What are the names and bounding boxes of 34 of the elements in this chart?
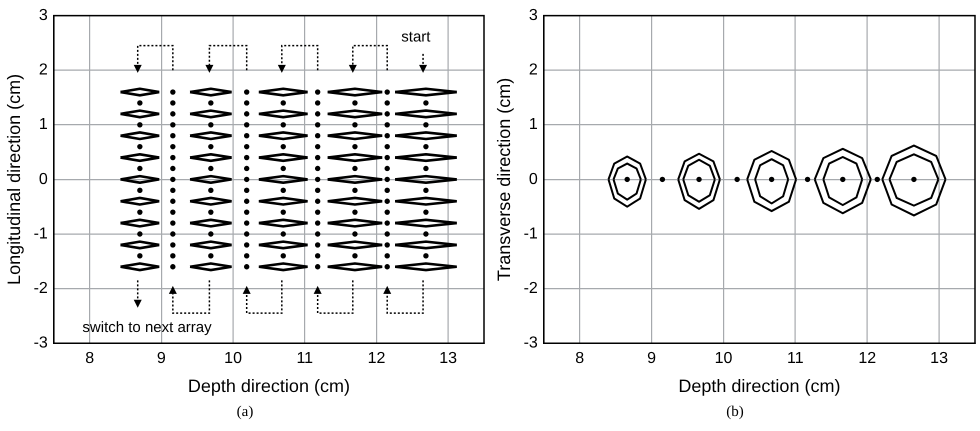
- y-tick-label: -2: [34, 280, 48, 298]
- y-tick-label: 2: [528, 62, 538, 79]
- x-tick-label: 8: [85, 350, 94, 368]
- text: (a): [236, 404, 254, 421]
- x-tick-label: 9: [647, 350, 656, 368]
- x-tick-label: 8: [575, 350, 584, 368]
- x-tick-label: 12: [368, 350, 386, 368]
- y-tick-label: 1: [38, 116, 48, 134]
- y-tick-label: 2: [38, 62, 48, 79]
- y-axis-title: Longitudinal direction (cm): [4, 74, 24, 285]
- y-axis-title: Transverse direction (cm): [494, 78, 514, 282]
- y-tick-label: 0: [528, 170, 538, 188]
- y-tick-label: -2: [524, 280, 538, 298]
- y-tick-label: 3: [38, 7, 48, 24]
- x-tick-label: 12: [858, 350, 876, 368]
- annotation: start: [401, 28, 432, 46]
- x-tick-label: 13: [439, 350, 458, 368]
- y-tick-label: 1: [528, 116, 538, 134]
- y-tick-label: -3: [34, 334, 48, 352]
- x-tick-label: 11: [296, 350, 314, 368]
- annotation: switch to next array: [82, 319, 212, 336]
- y-tick-label: -1: [34, 225, 48, 242]
- x-tick-label: 10: [224, 350, 242, 368]
- y-tick-label: -3: [524, 334, 538, 352]
- x-tick-label: 10: [714, 350, 732, 368]
- x-axis-title: Depth direction (cm): [188, 376, 350, 396]
- y-tick-label: 3: [528, 7, 538, 24]
- y-tick-label: 0: [38, 170, 48, 188]
- text: (b): [725, 404, 745, 421]
- x-tick-label: 13: [930, 350, 948, 368]
- y-tick-label: -1: [524, 225, 538, 242]
- x-tick-label: 9: [156, 350, 166, 368]
- x-tick-label: 11: [787, 350, 804, 368]
- x-axis-title: Depth direction (cm): [678, 376, 840, 396]
